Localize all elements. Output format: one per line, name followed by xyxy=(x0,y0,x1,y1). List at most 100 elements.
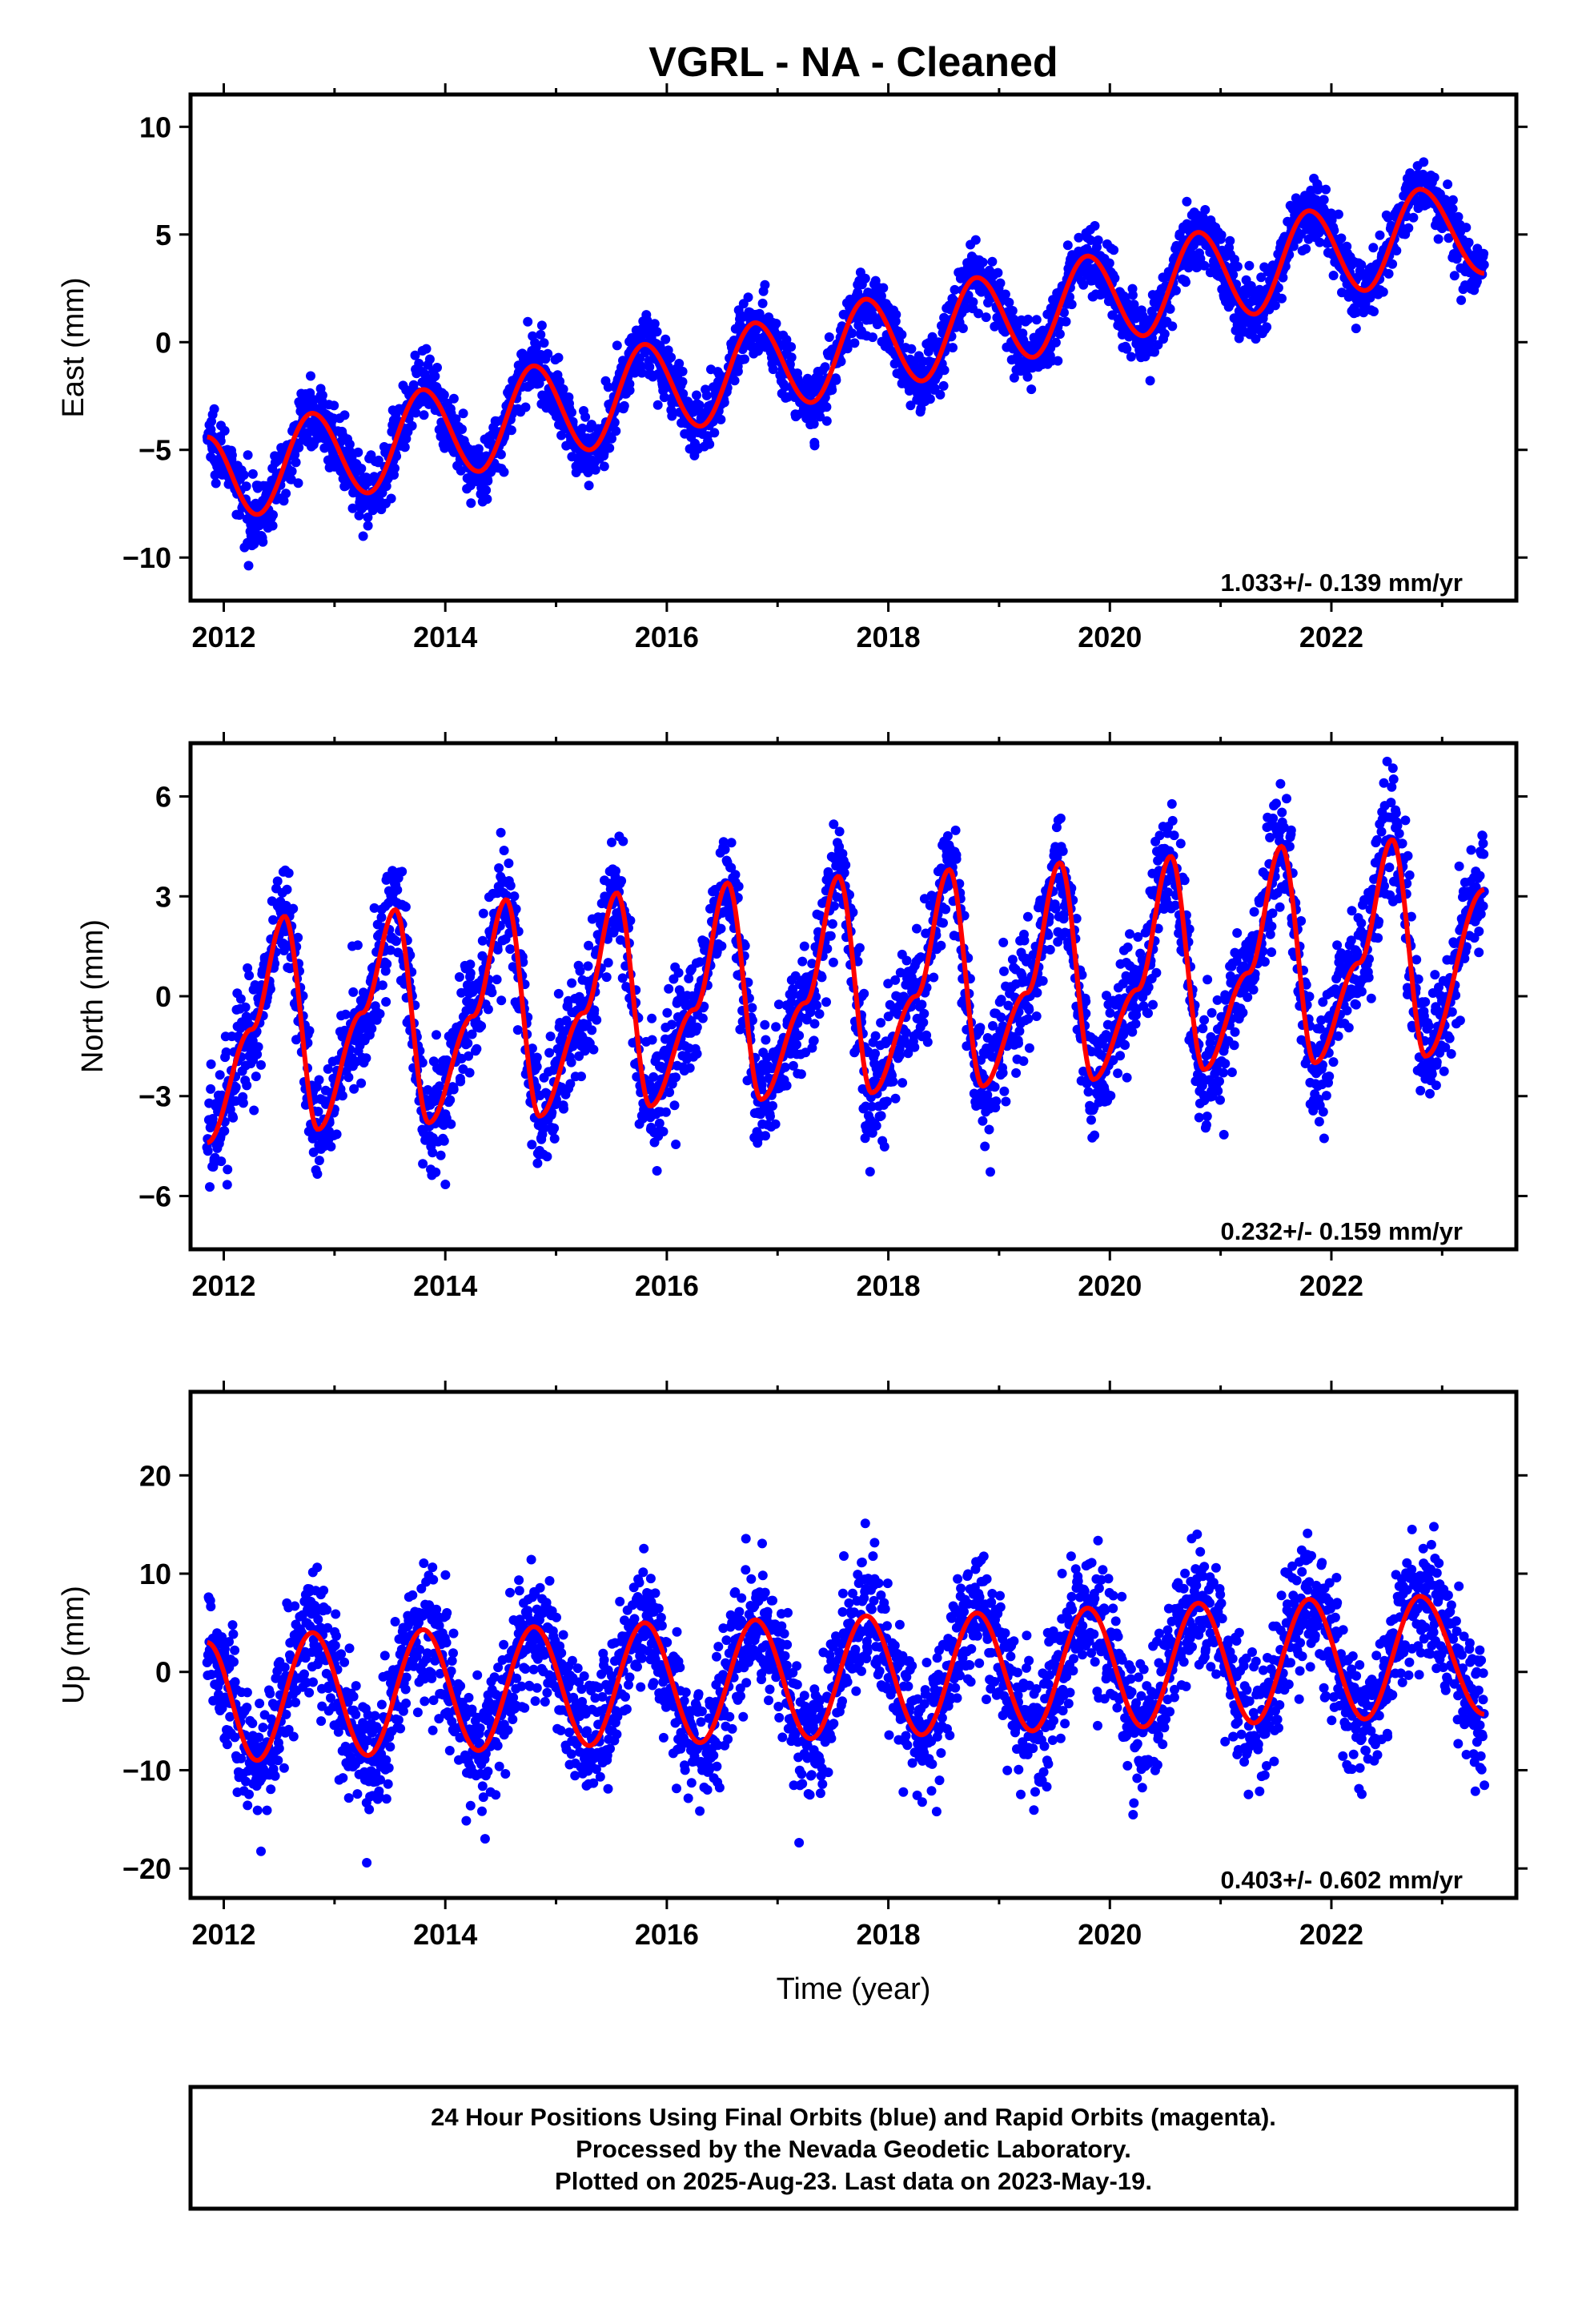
data-point xyxy=(612,340,622,351)
data-point xyxy=(667,411,677,421)
data-point xyxy=(363,513,373,522)
data-point xyxy=(446,1119,456,1129)
data-point xyxy=(930,384,940,394)
data-point xyxy=(903,1048,913,1059)
data-point xyxy=(1061,316,1071,327)
data-point xyxy=(1023,314,1034,324)
data-point xyxy=(821,402,832,412)
data-point xyxy=(652,400,663,410)
data-point xyxy=(970,235,981,245)
data-point xyxy=(376,912,387,923)
data-point xyxy=(575,966,585,976)
data-point xyxy=(506,425,516,436)
data-point xyxy=(891,309,901,320)
data-point xyxy=(454,972,464,982)
data-point xyxy=(1443,233,1454,243)
data-point xyxy=(377,980,387,991)
data-point xyxy=(809,419,819,429)
data-point xyxy=(349,1084,359,1094)
data-point xyxy=(792,1039,801,1050)
data-point xyxy=(773,999,784,1010)
data-point xyxy=(222,1180,232,1190)
data-point xyxy=(998,937,1009,947)
data-point xyxy=(834,826,845,837)
data-point xyxy=(841,860,851,870)
east-y-axis-title: East (mm) xyxy=(57,277,90,417)
data-point xyxy=(317,390,327,400)
data-point xyxy=(1028,950,1038,960)
data-point xyxy=(391,451,402,461)
data-point xyxy=(496,827,506,838)
data-point xyxy=(1195,254,1206,263)
data-point xyxy=(1328,271,1339,280)
data-point xyxy=(619,400,629,411)
data-point xyxy=(268,915,279,925)
data-point xyxy=(1146,306,1157,316)
data-point xyxy=(760,279,770,290)
data-point xyxy=(839,868,849,878)
data-point xyxy=(532,1062,542,1072)
data-point xyxy=(584,480,594,491)
data-point xyxy=(781,1080,792,1091)
data-point xyxy=(827,919,837,929)
data-point xyxy=(584,940,594,951)
data-point xyxy=(1327,215,1337,225)
data-point xyxy=(583,961,593,971)
data-point xyxy=(1418,169,1428,179)
data-point xyxy=(747,1003,757,1013)
data-point xyxy=(435,1081,444,1092)
data-point xyxy=(499,467,509,477)
data-point xyxy=(1024,1004,1034,1015)
data-point xyxy=(1018,1056,1029,1066)
data-point xyxy=(894,1050,905,1060)
data-point xyxy=(566,1057,576,1068)
data-point xyxy=(948,343,958,353)
data-point xyxy=(356,464,367,474)
data-point xyxy=(799,941,809,951)
data-point xyxy=(999,966,1009,976)
data-point xyxy=(771,1022,781,1032)
data-point xyxy=(504,928,515,939)
data-point xyxy=(781,335,792,345)
data-point xyxy=(580,412,591,422)
data-point xyxy=(879,1141,889,1152)
data-point xyxy=(1104,258,1114,268)
data-point xyxy=(458,408,468,419)
data-point xyxy=(439,1136,449,1146)
data-point xyxy=(235,994,246,1004)
data-point xyxy=(492,944,503,955)
data-point xyxy=(616,876,627,886)
data-point xyxy=(929,972,939,983)
data-point xyxy=(1053,356,1063,366)
data-point xyxy=(244,971,255,981)
data-point xyxy=(788,984,798,995)
data-point xyxy=(936,940,946,951)
data-point xyxy=(673,967,684,978)
data-point xyxy=(888,1076,898,1087)
data-point xyxy=(243,561,254,571)
data-point xyxy=(996,1012,1006,1023)
data-point xyxy=(780,1062,790,1072)
data-point xyxy=(1288,241,1299,251)
data-point xyxy=(445,1095,456,1105)
data-point xyxy=(555,376,565,387)
data-point xyxy=(432,1030,441,1040)
data-point xyxy=(709,428,720,438)
data-point xyxy=(1170,285,1181,296)
y-tick-label: 0 xyxy=(155,326,171,359)
data-point xyxy=(1031,315,1042,325)
data-point xyxy=(1405,168,1415,179)
data-point xyxy=(314,1156,324,1166)
data-point xyxy=(344,439,355,449)
data-point xyxy=(642,316,652,327)
data-point xyxy=(465,959,476,970)
data-point xyxy=(239,470,249,480)
data-point xyxy=(757,1080,767,1090)
data-point xyxy=(768,364,778,375)
data-point xyxy=(408,380,419,390)
x-tick-label: 2016 xyxy=(635,621,699,653)
data-point xyxy=(853,287,863,298)
data-point xyxy=(890,975,901,985)
